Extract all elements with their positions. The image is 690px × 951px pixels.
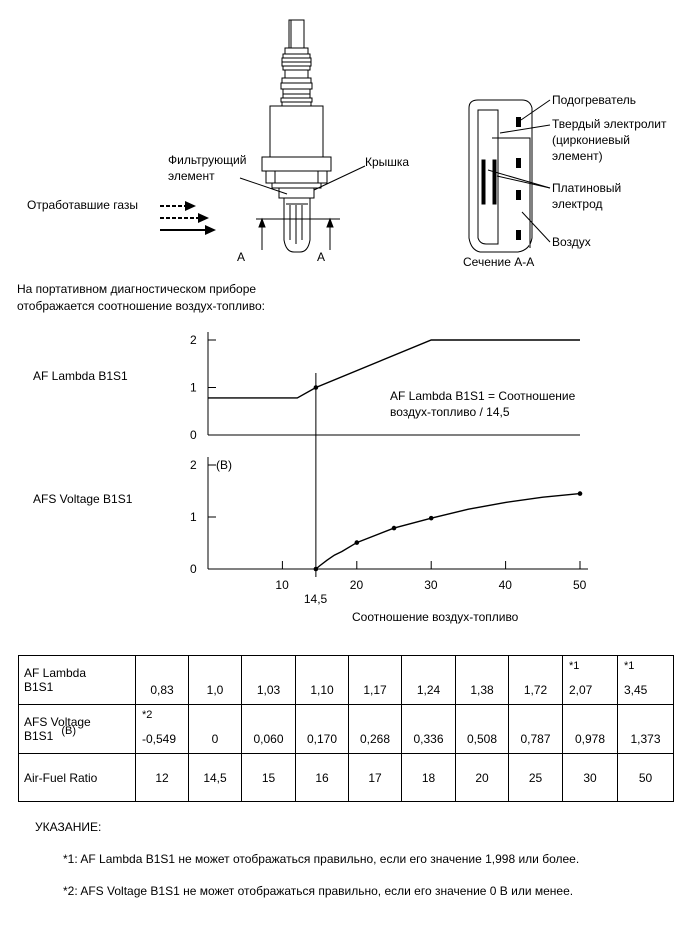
table-cell: 15 [241,753,296,802]
table-cell: 0,787 [508,704,563,754]
table-cell: 1,03 [241,655,296,705]
table-cell: 14,5 [188,753,242,802]
section-marker-right: A [317,250,325,264]
x-tick-label: 20 [350,578,364,592]
table-cell: *1 3,45 [617,655,674,705]
table-cell: 1,373 [617,704,674,754]
table-cell: 0,060 [241,704,296,754]
note-1: *1: AF Lambda B1S1 не может отображаться… [63,852,580,866]
cross-section-drawing [468,99,533,253]
intro-text: На портативном диагностическом приборе [17,282,256,296]
data-point [428,515,434,521]
table-cell: 12 [135,753,189,802]
table-cell: 30 [562,753,618,802]
exhaust-gas-label: Отработавшие газы [27,198,138,212]
platinum-electrode-label: Платиновый электрод [552,181,625,211]
y-tick-label: 0 [190,562,197,576]
cover-leader [313,165,366,191]
filter-element-label: Фильтрующий элемент [168,153,250,183]
data-point [577,491,583,496]
table-cell: 0,268 [348,704,402,754]
table-cell: 0,978 [562,704,618,754]
section-marker-left: A [237,250,245,264]
x-tick-label: 30 [424,578,438,592]
y-tick-label: 2 [190,333,197,347]
table-cell: 0 [188,704,242,754]
air-label: Воздух [552,235,591,249]
charts-area: 0 1 2 AF Lambda B1S1 AF Lambda B1S1 = Соотно… [33,332,588,624]
exhaust-arrows [160,201,216,235]
table-cell: 20 [455,753,509,802]
table-cell: 0,336 [401,704,456,754]
solid-electrolyte-leader [499,124,551,134]
formula-annotation: AF Lambda B1S1 = Соотношение [390,389,576,403]
filter-element-leader [239,177,288,195]
oxygen-sensor-drawing [261,19,332,253]
data-point [391,525,397,531]
notes-heading: УКАЗАНИЕ: [35,820,102,834]
table-cell: 18 [401,753,456,802]
platinum-electrode-leader-2 [496,175,551,189]
table-cell: 0,508 [455,704,509,754]
af-lambda-chart: 0 1 2 AF Lambda B1S1 AF Lambda B1S1 = Соотно… [33,332,580,442]
row-header: AF Lambda B1S1 [18,655,136,705]
air-leader [521,211,551,243]
y-tick-label: 1 [190,381,197,395]
table-cell: 50 [617,753,674,802]
y-tick-label: 0 [190,428,197,442]
table-cell: 16 [295,753,349,802]
table-cell: 17 [348,753,402,802]
platinum-electrode-leader-1 [487,169,551,189]
table-cell: 25 [508,753,563,802]
table-cell: 1,24 [401,655,456,705]
table-cell: *1 2,07 [562,655,618,705]
y-unit-label: (B) [216,458,232,472]
series-label: AF Lambda B1S1 [33,369,128,383]
note-2: *2: AFS Voltage B1S1 не может отображать… [63,884,574,898]
table-cell: 0,83 [135,655,189,705]
x-tick-label: 10 [275,578,289,592]
x-tick-label-special: 14,5 [304,592,328,606]
table-row: AF Lambda B1S1 0,83 1,0 1,03 1,10 1,17 1,24 1,38… [18,655,674,705]
table-row: Air-Fuel Ratio 12 14,5 15 16 17 18 20 25 30 50 [18,753,674,802]
row-header: AFS Voltage B1S1 (B) [18,704,136,754]
table-cell: 1,0 [188,655,242,705]
table-cell: 0,170 [295,704,349,754]
section-line-aa [256,217,340,250]
heater-label: Подогреватель [552,93,636,107]
x-axis-label: Соотношение воздух-топливо [352,610,519,624]
solid-electrolyte-label: Твердый электролит (циркониевый элемент) [552,117,670,163]
table-cell: 1,72 [508,655,563,705]
table-cell: 1,17 [348,655,402,705]
table-cell: 1,10 [295,655,349,705]
data-point [354,540,360,545]
y-tick-label: 1 [190,510,197,524]
table-cell: *2 -0,549 [135,704,189,754]
series-line [315,492,581,570]
data-table: AF Lambda B1S1 0,83 1,0 1,03 1,10 1,17 1,24 1,38… [18,655,674,802]
row-header: Air-Fuel Ratio [18,753,136,802]
y-tick-label: 2 [190,458,197,472]
x-tick-label: 50 [573,578,587,592]
intro-text-line2: отображается соотношение воздух-топливо: [17,299,265,313]
series-label: AFS Voltage B1S1 [33,492,133,506]
heater-leader [520,99,551,121]
table-row: AFS Voltage B1S1 (B) *2 -0,549 0 0,060 0,170 0,2… [18,704,674,754]
section-caption: Сечение A-A [463,255,534,269]
formula-annotation-line2: воздух-топливо / 14,5 [390,405,510,419]
cover-label: Крышка [365,155,409,169]
table-cell: 1,38 [455,655,509,705]
sensor-diagram: A A Фильтрующий элемент Крышка Отработав… [17,19,670,296]
x-tick-label: 40 [499,578,513,592]
